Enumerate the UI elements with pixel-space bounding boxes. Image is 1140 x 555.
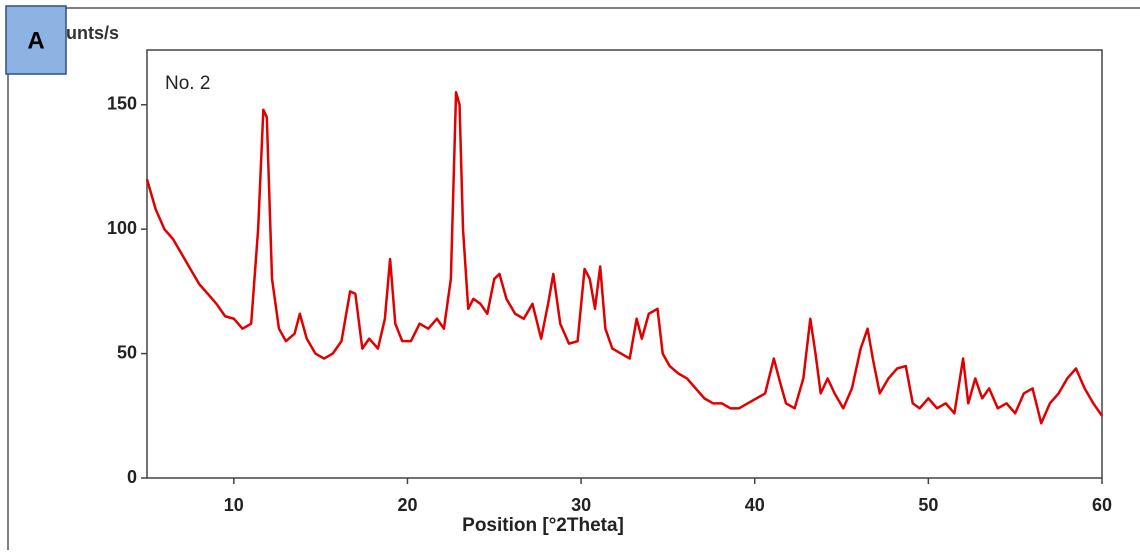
x-tick-label: 60 bbox=[1092, 495, 1112, 515]
y-tick-label: 50 bbox=[117, 342, 137, 362]
x-axis-label: Position [°2Theta] bbox=[462, 515, 624, 536]
y-tick-label: 100 bbox=[107, 218, 137, 238]
x-tick-label: 40 bbox=[745, 495, 765, 515]
panel-label-box bbox=[5, 5, 67, 75]
panel-label: A bbox=[27, 27, 44, 54]
data-line bbox=[145, 91, 1104, 425]
y-tick-label: 150 bbox=[107, 93, 137, 113]
x-tick-label: 50 bbox=[918, 495, 938, 515]
y-tick-label: 0 bbox=[127, 467, 137, 487]
x-tick-label: 20 bbox=[397, 495, 417, 515]
x-tick-label: 30 bbox=[571, 495, 591, 515]
x-tick-label: 10 bbox=[224, 495, 244, 515]
plot-frame bbox=[146, 49, 1103, 479]
annotation: No. 2 bbox=[165, 73, 210, 94]
